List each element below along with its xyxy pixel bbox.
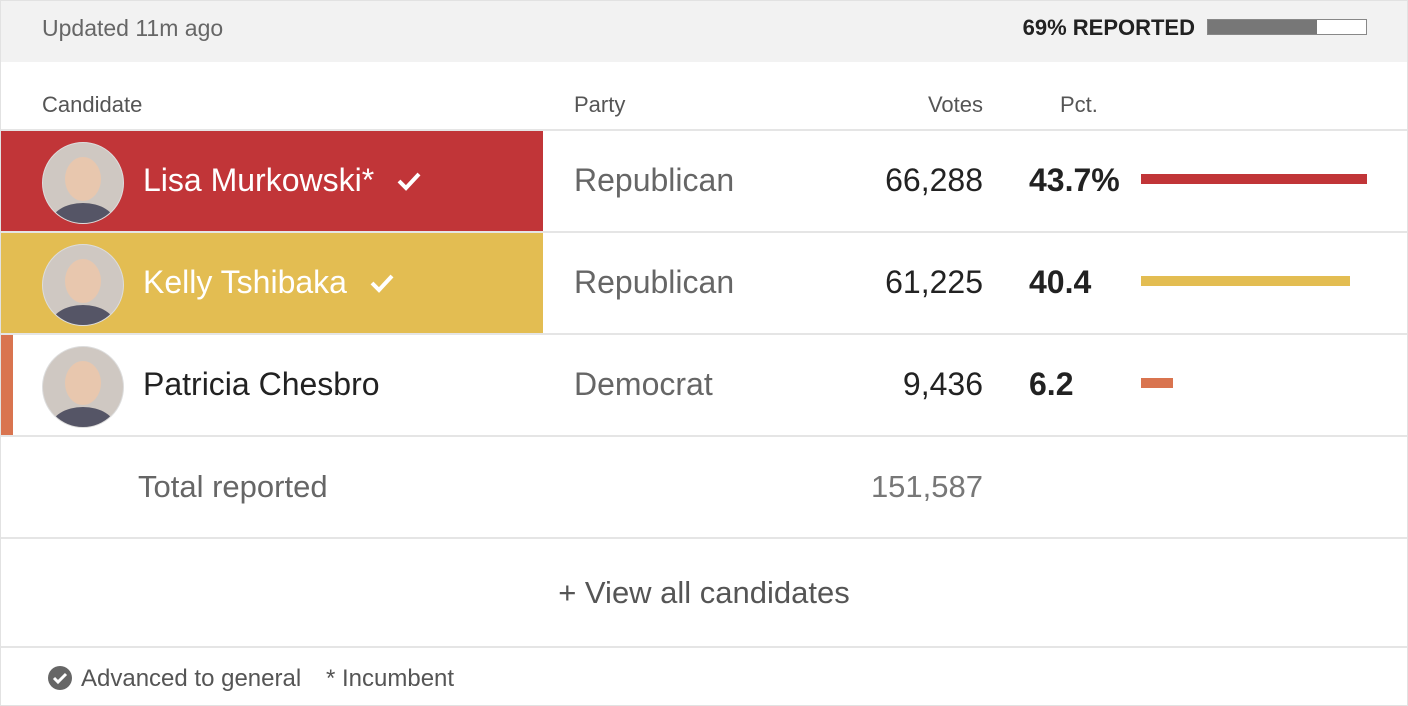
view-all-button[interactable]: + View all candidates xyxy=(558,574,850,610)
party: Republican xyxy=(574,264,735,300)
candidate-photo xyxy=(42,346,124,428)
photo-shoulders xyxy=(51,305,115,325)
header-bar xyxy=(1,1,1407,62)
candidate-name: Lisa Murkowski* xyxy=(143,162,375,198)
advanced-check xyxy=(397,172,421,191)
photo-face xyxy=(65,259,101,303)
pct: 6.2 xyxy=(1029,366,1074,402)
photo-shoulders xyxy=(51,203,115,223)
pct-bar xyxy=(1141,174,1367,184)
pct-bar xyxy=(1141,378,1174,388)
divider xyxy=(1,646,1407,648)
party-strip xyxy=(1,335,13,435)
pct: 43.7% xyxy=(1029,162,1120,198)
column-header: Party xyxy=(574,92,626,117)
photo-shoulders xyxy=(51,407,115,427)
check-path xyxy=(370,274,394,293)
updated-text: Updated 11m ago xyxy=(42,15,224,41)
pct-bar xyxy=(1141,276,1350,286)
advanced-check xyxy=(370,274,394,293)
legend-incumbent: * Incumbent xyxy=(326,665,455,692)
reported-progress xyxy=(1207,19,1367,35)
divider xyxy=(1,435,1407,437)
column-header: Votes xyxy=(927,92,983,117)
candidate-name: Patricia Chesbro xyxy=(143,366,380,402)
candidate-name: Kelly Tshibaka xyxy=(143,264,347,300)
candidate-photo xyxy=(42,142,124,224)
check-path xyxy=(397,172,421,191)
column-header: Candidate xyxy=(42,92,143,117)
total-label: Total reported xyxy=(138,469,328,504)
votes: 9,436 xyxy=(902,366,983,402)
check-icon xyxy=(48,666,72,690)
reported-fill xyxy=(1208,20,1318,34)
party: Democrat xyxy=(574,366,713,402)
photo-face xyxy=(65,361,101,405)
pct: 40.4 xyxy=(1029,264,1092,300)
party: Republican xyxy=(574,162,735,198)
divider xyxy=(1,129,1407,131)
total-votes: 151,587 xyxy=(870,469,983,504)
photo-face xyxy=(65,157,101,201)
reported-label: 69% REPORTED xyxy=(1022,15,1195,40)
legend-advanced: Advanced to general xyxy=(81,665,302,692)
votes: 61,225 xyxy=(885,264,983,300)
column-header: Pct. xyxy=(1060,92,1098,117)
votes: 66,288 xyxy=(885,162,983,198)
candidate-photo xyxy=(42,244,124,326)
divider xyxy=(1,231,1407,233)
divider xyxy=(1,537,1407,539)
divider xyxy=(1,333,1407,335)
